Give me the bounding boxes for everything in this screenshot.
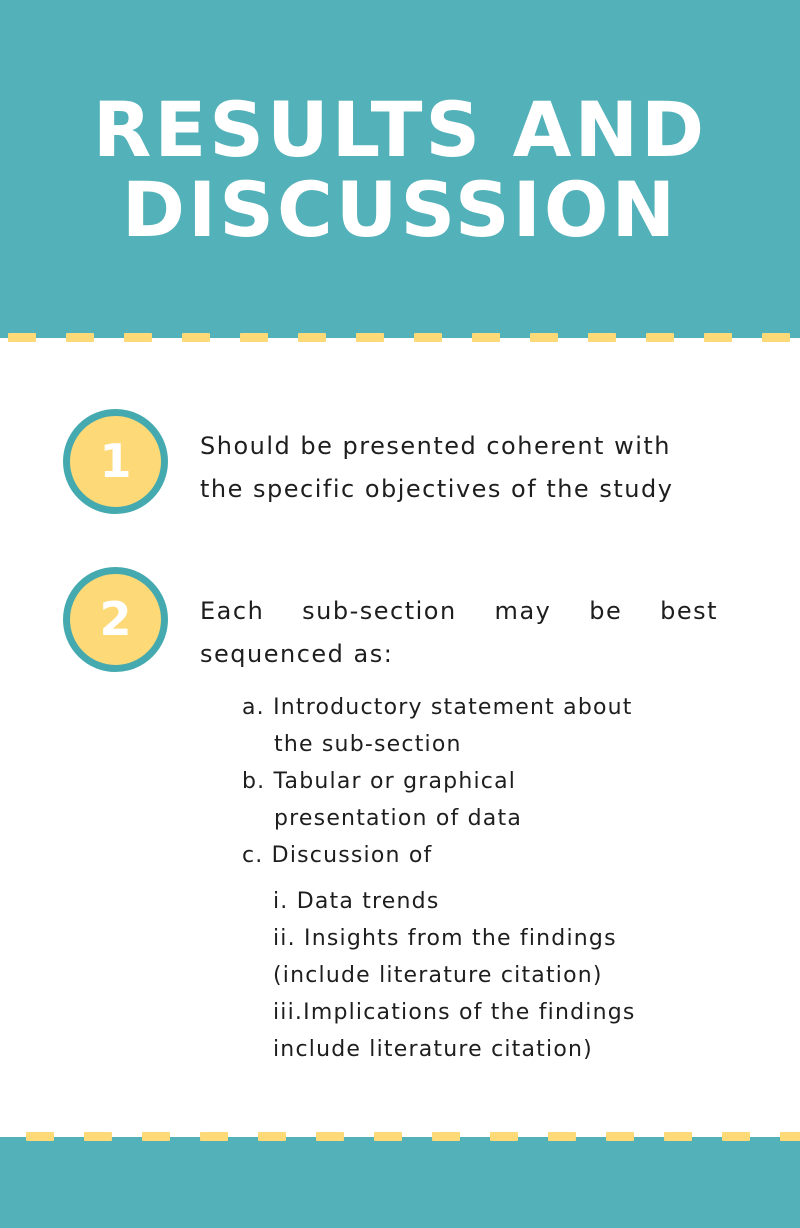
dash-segment xyxy=(780,1132,800,1141)
dash-segment xyxy=(530,333,558,342)
number-badge-2: 2 xyxy=(63,567,168,672)
discussion-item-i: i. Data trends xyxy=(273,889,440,914)
title-line-1: RESULTS AND xyxy=(92,85,708,174)
dash-segment xyxy=(646,333,674,342)
dash-segment xyxy=(8,333,36,342)
point-2-line-1: Each sub-section may be best xyxy=(200,597,718,625)
page-title: RESULTS AND DISCUSSION xyxy=(0,90,800,250)
dash-segment xyxy=(664,1132,692,1141)
discussion-item-ii-line-1: ii. Insights from the findings xyxy=(273,926,617,951)
discussion-item-iii-line-2: include literature citation) xyxy=(273,1037,593,1062)
point-1-text: Should be presented coherent with the sp… xyxy=(200,425,740,511)
header-banner: RESULTS AND DISCUSSION xyxy=(0,0,800,338)
dash-segment xyxy=(316,1132,344,1141)
dash-segment xyxy=(200,1132,228,1141)
dash-segment xyxy=(414,333,442,342)
dash-segment xyxy=(240,333,268,342)
dash-segment xyxy=(548,1132,576,1141)
dash-segment xyxy=(588,333,616,342)
discussion-item-ii-line-2: (include literature citation) xyxy=(273,963,603,988)
footer-banner xyxy=(0,1137,800,1228)
list-item-a-line-2: the sub-section xyxy=(274,732,462,757)
dash-segment xyxy=(704,333,732,342)
list-item-b-line-1: b. Tabular or graphical xyxy=(242,769,517,794)
dashed-divider-top xyxy=(0,333,800,342)
dash-segment xyxy=(142,1132,170,1141)
dash-segment xyxy=(84,1132,112,1141)
dash-segment xyxy=(182,333,210,342)
title-line-2: DISCUSSION xyxy=(121,165,679,254)
dash-segment xyxy=(298,333,326,342)
list-item-a-line-1: a. Introductory statement about xyxy=(242,695,633,720)
dash-segment xyxy=(66,333,94,342)
dash-segment xyxy=(490,1132,518,1141)
discussion-list: i. Data trends ii. Insights from the fin… xyxy=(273,883,733,1068)
discussion-item-iii-line-1: iii.Implications of the findings xyxy=(273,1000,636,1025)
sequence-list: a. Introductory statement about the sub-… xyxy=(242,689,712,874)
dash-segment xyxy=(374,1132,402,1141)
point-2-text: Each sub-section may be best sequenced a… xyxy=(200,590,718,676)
point-1-line-1: Should be presented coherent with xyxy=(200,432,671,460)
dash-segment xyxy=(124,333,152,342)
dash-segment xyxy=(722,1132,750,1141)
list-item-b-line-2: presentation of data xyxy=(274,806,522,831)
point-2-line-2: sequenced as: xyxy=(200,640,394,668)
dash-segment xyxy=(258,1132,286,1141)
number-badge-1: 1 xyxy=(63,409,168,514)
dash-segment xyxy=(26,1132,54,1141)
dash-segment xyxy=(432,1132,460,1141)
point-1-line-2: the specific objectives of the study xyxy=(200,475,674,503)
dashed-divider-bottom xyxy=(0,1132,800,1141)
dash-segment xyxy=(606,1132,634,1141)
dash-segment xyxy=(356,333,384,342)
dash-segment xyxy=(472,333,500,342)
list-item-c: c. Discussion of xyxy=(242,843,433,868)
dash-segment xyxy=(762,333,790,342)
